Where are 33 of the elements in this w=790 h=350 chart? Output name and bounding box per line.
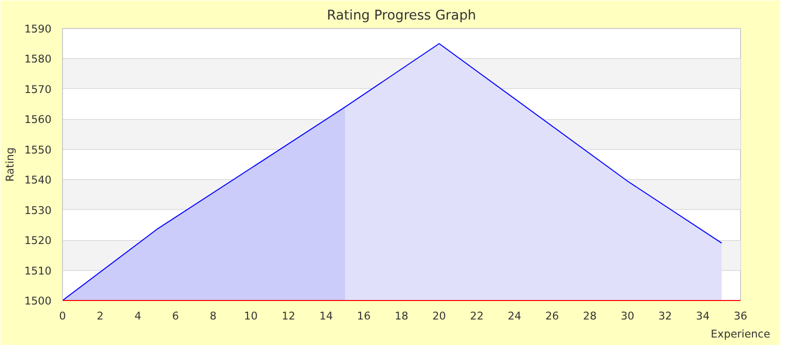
x-tick-label: 26 (545, 310, 560, 322)
y-tick-label: 1530 (24, 204, 52, 217)
x-tick-label: 22 (470, 310, 484, 322)
chart-title: Rating Progress Graph (326, 8, 476, 24)
y-tick-label: 1500 (24, 294, 52, 308)
x-tick-label: 32 (658, 310, 672, 322)
x-axis-title: Experience (710, 328, 770, 340)
x-tick-label: 2 (96, 310, 104, 322)
y-tick-label: 1570 (24, 82, 52, 96)
x-tick-label: 14 (319, 310, 334, 322)
x-tick-label: 4 (134, 310, 142, 322)
x-tick-label: 30 (620, 310, 634, 322)
x-tick-label: 8 (210, 310, 217, 322)
y-tick-label: 1560 (24, 113, 52, 126)
x-tick-label: 20 (432, 310, 446, 322)
x-tick-label: 34 (696, 310, 710, 322)
x-tick-label: 28 (583, 310, 597, 322)
y-tick-label: 1580 (24, 52, 52, 66)
y-axis-title: Rating (3, 147, 16, 182)
y-tick-label: 1510 (24, 264, 52, 278)
x-tick-label: 24 (508, 310, 522, 322)
y-tick-label: 1540 (24, 174, 52, 187)
y-tick-label: 1520 (24, 234, 52, 248)
x-tick-label: 0 (59, 310, 66, 322)
line-series (62, 43, 722, 300)
x-tick-label: 6 (172, 310, 180, 322)
y-tick-label: 1550 (24, 143, 52, 156)
x-tick-label: 18 (394, 310, 408, 322)
x-tick-label: 36 (734, 310, 748, 322)
y-tick-label: 1590 (24, 22, 52, 36)
x-tick-label: 12 (282, 310, 296, 322)
x-tick-label: 10 (244, 310, 258, 322)
x-tick-label: 16 (357, 310, 371, 322)
